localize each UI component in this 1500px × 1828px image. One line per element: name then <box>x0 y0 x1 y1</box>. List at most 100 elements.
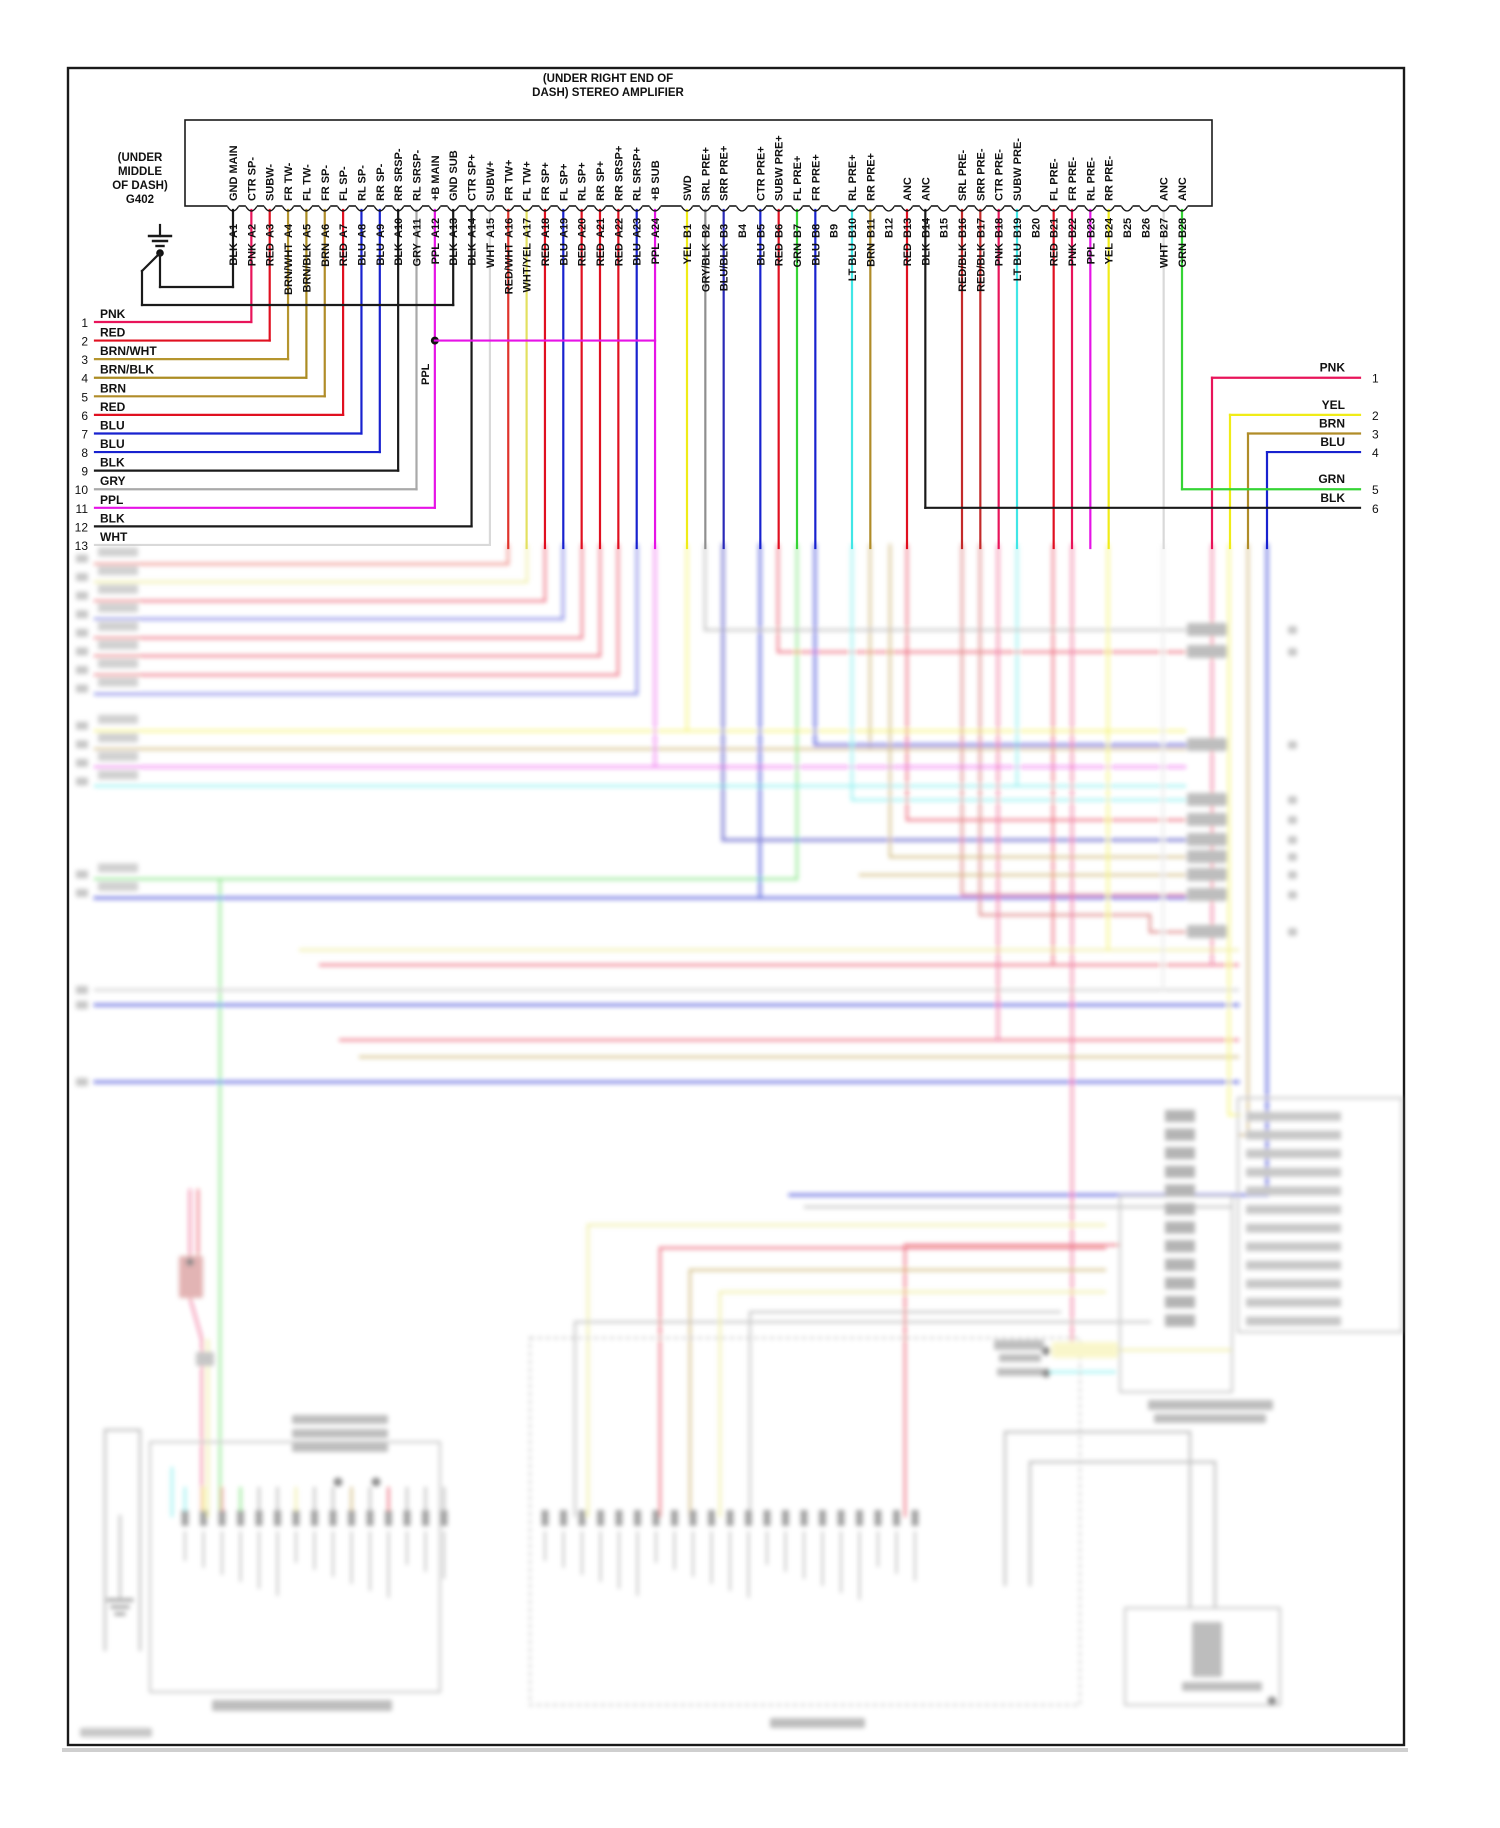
blurred-wire <box>188 1296 204 1342</box>
blurred-row-number <box>76 986 88 994</box>
pin-notch-mask <box>883 204 895 208</box>
blurred-list-label <box>1246 1242 1341 1252</box>
left-row-number: 6 <box>81 409 88 423</box>
left-row-color-label: BLK <box>100 511 125 525</box>
blurred-connector-stub <box>856 1510 863 1526</box>
blurred-row-number <box>76 1001 88 1009</box>
pin-id-label: A11 <box>412 218 424 238</box>
right-row-color-label: GRN <box>1318 472 1345 486</box>
blurred-list-label <box>1246 1186 1341 1196</box>
pin-signal-label: RR PRE- <box>1104 155 1116 201</box>
pin-id-label: A3 <box>265 224 277 238</box>
blurred-box <box>1237 1097 1403 1333</box>
pin-wire-color-label: BLK <box>448 243 460 266</box>
pin-signal-label: SRL PRE+ <box>700 147 712 201</box>
blurred-row-label <box>98 566 138 576</box>
left-row-number: 8 <box>81 446 88 460</box>
blurred-connector-stub <box>634 1510 641 1526</box>
blurred-text-blob <box>1187 645 1227 658</box>
pin-notch-mask <box>809 204 821 208</box>
pin-bracket <box>1010 206 1024 212</box>
blurred-row-label <box>98 621 138 631</box>
pin-id-label: B8 <box>810 224 822 238</box>
blurred-dot <box>1041 1346 1051 1356</box>
blurred-connector-stub <box>385 1510 392 1526</box>
pin-signal-label: RL SP+ <box>577 162 589 201</box>
blurred-text-blob <box>1288 648 1297 656</box>
pin-notch-mask <box>355 204 367 208</box>
pin-signal-label: SUBW+ <box>485 161 497 201</box>
blurred-text-blob <box>1187 850 1227 863</box>
blurred-connector-stub <box>1165 1147 1195 1160</box>
pin-id-label: B27 <box>1159 218 1171 238</box>
pin-id-label: B26 <box>1140 218 1152 238</box>
pin-bracket <box>612 206 625 212</box>
blurred-text-blob <box>292 1415 388 1424</box>
blurred-text-blob <box>1187 793 1227 806</box>
pin-notch-mask <box>681 204 693 208</box>
svg-text:OF DASH): OF DASH) <box>112 180 168 192</box>
pin-wire-color-label: BLU <box>755 243 767 266</box>
pin-signal-label: +B SUB <box>650 160 662 201</box>
blurred-row-label <box>98 881 138 891</box>
blurred-connector-stub <box>893 1510 900 1526</box>
blurred-text-blob <box>1187 813 1227 826</box>
pin-notch-mask <box>846 204 858 208</box>
blurred-row-number <box>76 628 88 637</box>
blurred-row-number <box>76 888 88 897</box>
blurred-connector-stub <box>422 1510 429 1526</box>
blurred-list-label <box>1246 1205 1341 1214</box>
pin-bracket <box>754 206 767 212</box>
pin-notch-mask <box>974 204 986 208</box>
blurred-connector-stub <box>745 1510 752 1526</box>
pin-signal-label: RL PRE- <box>1085 157 1097 201</box>
pin-bracket <box>226 206 240 212</box>
pin-wire-color-label: RED <box>338 243 350 266</box>
pin-id-label: B17 <box>975 218 987 238</box>
blurred-row-label <box>98 733 138 743</box>
blurred-text-blob <box>1182 1682 1262 1691</box>
left-connector-layer: 1 PNK 2 RED 3 BRN/WHT 4 BRN/BLK 5 BRN 6 RED 7 BLU 8 BLU… <box>75 307 491 553</box>
pin-id-label: A21 <box>595 218 607 238</box>
pin-wire-color-label: RED/WHT <box>503 243 515 295</box>
pin-bracket <box>428 206 441 212</box>
right-row-color-label: YEL <box>1322 398 1345 412</box>
left-row-number: 7 <box>81 427 88 441</box>
pin-signal-label: FL TW- <box>301 164 313 201</box>
blurred-row-label <box>98 751 138 761</box>
pin-notch-mask <box>1139 204 1151 208</box>
pin-signal-label: FL SP- <box>338 166 350 201</box>
right-row-number: 1 <box>1372 372 1379 386</box>
blurred-text-blob <box>1288 796 1297 804</box>
blurred-connector-stub <box>1165 1165 1195 1178</box>
blurred-text-blob <box>1288 928 1297 936</box>
pin-wire-color-label: WHT/YEL <box>522 243 534 293</box>
pin-signal-label: RL SRSP- <box>412 150 424 201</box>
blurred-connector-stub <box>237 1510 244 1526</box>
left-row-number: 5 <box>81 390 88 404</box>
blurred-dot <box>333 1477 343 1487</box>
pin-notch-mask <box>466 204 478 208</box>
pin-signal-label: ANC <box>1159 177 1171 201</box>
pin-notch-mask <box>901 204 913 208</box>
pin-bracket <box>1065 206 1079 212</box>
pin-id-label: B18 <box>994 218 1006 238</box>
pin-wire-color-label: YEL <box>1104 243 1116 265</box>
pin-id-label: A1 <box>228 224 240 238</box>
blurred-connector-stub <box>218 1510 226 1526</box>
pin-notch-mask <box>864 204 876 208</box>
blurred-text-blob <box>994 1340 1044 1350</box>
pin-wire-color-label: LT BLU <box>847 243 859 281</box>
right-row-number: 5 <box>1372 483 1379 497</box>
pin-notch-mask <box>718 204 730 208</box>
pin-wire-color-label: RED/BLK <box>957 243 969 292</box>
pin-wire-color-label: PNK <box>246 243 258 266</box>
blurred-connector-stub <box>1165 1296 1195 1308</box>
pin-bracket <box>735 206 749 212</box>
pin-wire-color-label: BLK <box>467 243 479 266</box>
pin-signal-label: RL SP- <box>356 165 368 201</box>
pin-notch-mask <box>521 204 533 208</box>
pin-signal-label: ANC <box>1177 177 1189 201</box>
pin-id-label: A14 <box>467 217 479 238</box>
